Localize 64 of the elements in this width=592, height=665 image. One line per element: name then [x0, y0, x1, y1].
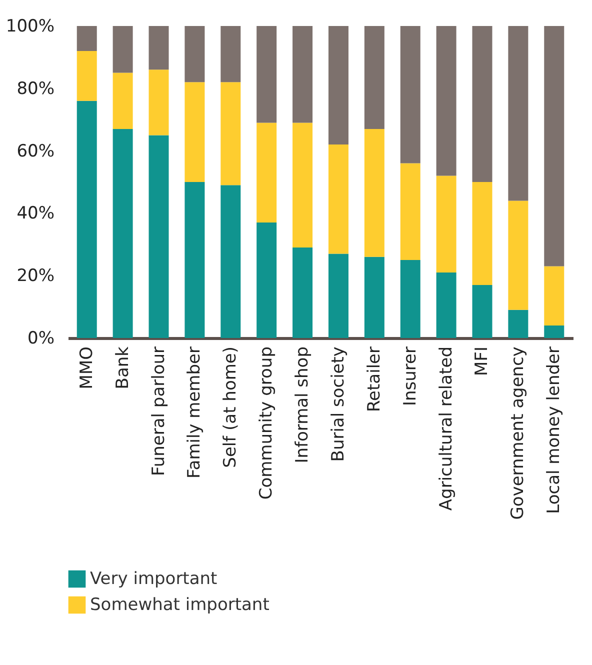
bar — [328, 254, 348, 338]
bar — [184, 26, 205, 82]
bar — [148, 70, 169, 136]
legend-label: Very important — [90, 569, 218, 589]
x-tick-label: Local money lender — [544, 346, 564, 514]
y-tick-label: 80% — [16, 78, 54, 99]
bar — [508, 200, 528, 310]
y-tick-label: 20% — [16, 266, 54, 286]
bar — [76, 26, 97, 51]
bar — [400, 260, 420, 338]
bar — [220, 185, 241, 338]
x-tick-label: Informal shop — [292, 346, 313, 464]
bar — [328, 26, 348, 145]
legend-label: Somewhat important — [90, 595, 270, 615]
x-tick-label: MMO — [76, 346, 97, 390]
bar — [292, 122, 313, 248]
bar — [400, 26, 420, 164]
bar — [544, 266, 564, 326]
bar — [328, 144, 348, 254]
bar — [112, 26, 133, 73]
bar — [256, 26, 277, 123]
bar — [256, 122, 277, 223]
x-tick-label: MFI — [472, 346, 492, 376]
bar — [544, 26, 564, 266]
bar — [76, 100, 97, 338]
bar — [364, 128, 384, 257]
x-tick-label: Bank — [112, 346, 133, 390]
bar — [256, 222, 277, 338]
x-tick-label: Family member — [184, 346, 205, 478]
bar — [508, 310, 528, 338]
x-tick-label: Retailer — [364, 346, 384, 412]
bar — [112, 128, 133, 338]
bar — [436, 176, 456, 272]
bar — [544, 326, 564, 338]
bar — [184, 182, 205, 338]
bar — [184, 82, 205, 182]
x-tick-label: Insurer — [400, 346, 420, 406]
x-tick-label: Government agency — [508, 346, 528, 520]
bar — [472, 284, 492, 338]
bar — [112, 72, 133, 129]
bar — [364, 26, 384, 129]
bar — [76, 50, 97, 101]
x-tick-label: Self (at home) — [220, 346, 241, 468]
bar — [292, 26, 313, 123]
y-tick-label: 100% — [6, 16, 54, 36]
bar — [220, 82, 241, 186]
bar — [292, 248, 313, 338]
bar — [400, 163, 420, 260]
bar — [148, 26, 169, 70]
bar — [220, 26, 241, 82]
x-tick-label: Agricultural related — [436, 346, 456, 511]
bar — [508, 26, 528, 201]
x-tick-label: Community group — [256, 346, 277, 500]
y-tick-label: 40% — [16, 204, 54, 224]
bar — [472, 26, 492, 182]
x-tick-label: Burial society — [328, 346, 348, 462]
bar — [148, 135, 169, 338]
bar — [436, 272, 456, 338]
bar — [436, 26, 456, 176]
x-tick-label: Funeral parlour — [148, 346, 169, 476]
y-tick-label: 60% — [16, 141, 54, 162]
bar — [364, 256, 384, 338]
y-tick-label: 0% — [28, 328, 54, 348]
bar — [472, 182, 492, 285]
